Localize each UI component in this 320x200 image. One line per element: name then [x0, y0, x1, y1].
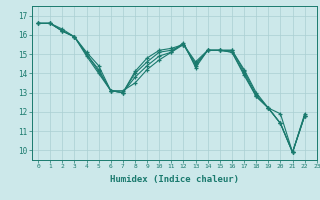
X-axis label: Humidex (Indice chaleur): Humidex (Indice chaleur) [110, 175, 239, 184]
